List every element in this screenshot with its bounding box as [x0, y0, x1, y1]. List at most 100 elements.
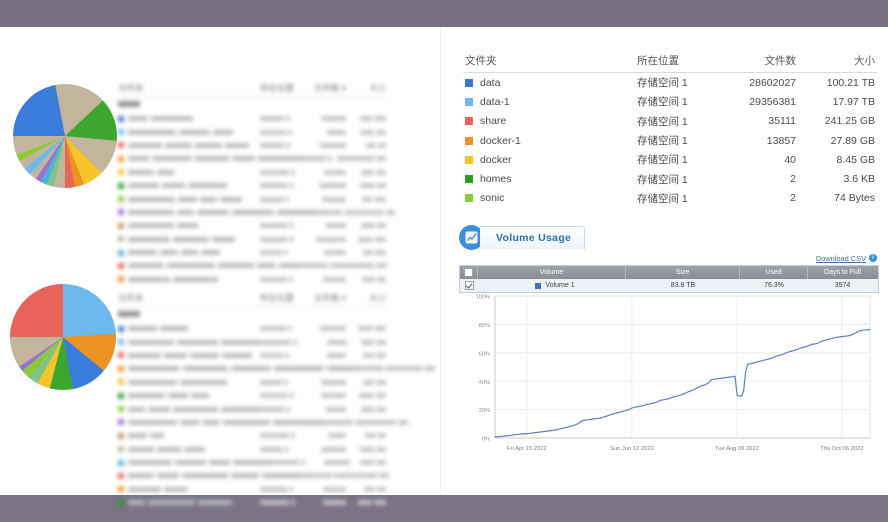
left-redacted-panel: 文件夹 所在位置 文件数 ▾ 大小 文件夹 所在位置 文件数 ▾ 大小: [0, 27, 440, 506]
y-axis-tick-label: 20%: [479, 408, 490, 414]
list-item[interactable]: [118, 335, 386, 348]
y-axis-tick-label: 80%: [479, 323, 490, 329]
folder-name-cell: docker-1: [463, 135, 628, 147]
folder-count-cell: 29356381: [749, 95, 796, 108]
usage-line-series: [494, 329, 871, 438]
list-item[interactable]: [118, 389, 386, 402]
table-row[interactable]: share 存储空间 1 35111 241.25 GB: [463, 112, 877, 131]
folder-location-cell: 存储空间 1: [637, 154, 688, 167]
volume-usage-tab-label: Volume Usage: [496, 232, 572, 244]
blurred-group-label: [118, 98, 386, 112]
list-item[interactable]: [118, 259, 387, 272]
folder-count-cell: 28602027: [749, 76, 796, 89]
list-item[interactable]: [118, 219, 386, 232]
list-item[interactable]: [118, 139, 386, 152]
table-row[interactable]: sonic 存储空间 1 2 74 Bytes: [463, 189, 877, 208]
column-header-days-to-full[interactable]: Days to Full: [824, 269, 861, 276]
info-icon[interactable]: i: [869, 254, 877, 262]
list-item[interactable]: [118, 192, 386, 205]
list-item[interactable]: [118, 456, 386, 469]
row-checkbox[interactable]: [464, 281, 474, 290]
select-all-header-cell[interactable]: [460, 266, 478, 279]
volume-table-row[interactable]: Volume 1 83.8 TB 76.3% 3574: [460, 279, 878, 292]
folder-name-cell: docker: [463, 154, 628, 166]
table-row[interactable]: data-1 存储空间 1 29356381 17.97 TB: [463, 92, 877, 111]
folder-count-cell: 2: [790, 192, 796, 205]
row-select-cell[interactable]: [460, 279, 478, 292]
folder-size-cell: 27.89 GB: [830, 134, 875, 147]
list-item[interactable]: [118, 206, 395, 219]
folder-size-cell: 100.21 TB: [826, 76, 875, 89]
list-item[interactable]: [118, 376, 386, 389]
list-item[interactable]: [118, 112, 386, 125]
volume-usage-tab-strip: Volume Usage: [459, 224, 879, 251]
folder-count-cell: 13857: [766, 134, 796, 147]
folder-color-swatch: [465, 97, 473, 106]
folder-location-cell: 存储空间 1: [637, 77, 688, 90]
y-axis-tick-label: 100%: [476, 295, 490, 301]
blurred-table-header: 文件夹 所在位置 文件数 ▾ 大小: [118, 285, 386, 308]
list-item[interactable]: [118, 166, 386, 179]
x-axis-tick-label: Thu Oct 06 2022: [820, 446, 863, 452]
list-item[interactable]: [118, 322, 386, 335]
folder-color-swatch: [465, 155, 473, 164]
list-item[interactable]: [118, 233, 386, 246]
select-all-checkbox[interactable]: [464, 268, 473, 277]
volume-color-swatch: [535, 282, 542, 289]
list-item[interactable]: [118, 443, 386, 456]
list-item[interactable]: [118, 349, 386, 362]
list-item[interactable]: [118, 483, 386, 496]
table-row[interactable]: homes 存储空间 1 2 3.6 KB: [463, 169, 877, 188]
folder-table: 文件夹 所在位置 文件数 大小 data 存储空间 1 28602027 100.21…: [463, 48, 877, 208]
volume-usage-tab[interactable]: Volume Usage: [480, 226, 586, 249]
folder-count-cell: 35111: [768, 115, 796, 128]
volume-usage-chart: 0% 20% 40% 60% 80% 100% Fri Apr 15 2022 Sun Jun…: [459, 288, 879, 460]
list-item[interactable]: [118, 362, 435, 375]
folder-size-cell: 3.6 KB: [843, 173, 875, 186]
list-item[interactable]: [118, 469, 389, 482]
volume-name-label: Volume 1: [545, 282, 575, 289]
list-item[interactable]: [118, 179, 386, 192]
table-row[interactable]: docker-1 存储空间 1 13857 27.89 GB: [463, 131, 877, 150]
list-item[interactable]: [118, 416, 408, 429]
folder-location-cell: 存储空间 1: [637, 115, 688, 128]
table-row[interactable]: docker 存储空间 1 40 8.45 GB: [463, 150, 877, 169]
pie-chart-bottom: [10, 284, 116, 390]
column-header-folder[interactable]: 文件夹: [465, 54, 497, 67]
folder-color-swatch: [465, 175, 473, 184]
list-item[interactable]: [118, 152, 386, 165]
column-header-location[interactable]: 所在位置: [637, 54, 679, 67]
list-item[interactable]: [118, 273, 386, 286]
table-row[interactable]: data 存储空间 1 28602027 100.21 TB: [463, 73, 877, 92]
list-item[interactable]: [118, 246, 386, 259]
folder-name-label: sonic: [480, 192, 505, 205]
blurred-group-label: [118, 308, 386, 322]
y-axis-tick-label: 0%: [482, 437, 490, 443]
window-top-bar: [0, 0, 888, 27]
column-header-volume[interactable]: Volume: [478, 266, 626, 279]
blurred-table-header: 文件夹 所在位置 文件数 ▾ 大小: [118, 75, 386, 98]
column-header-size[interactable]: 大小: [854, 54, 875, 67]
download-csv-link[interactable]: Download CSV: [815, 253, 866, 263]
panel-divider: [440, 27, 441, 495]
folder-name-label: share: [480, 115, 507, 128]
volume-table-header: Volume Size Used Days to Full: [460, 266, 878, 279]
folder-name-cell: data: [463, 77, 628, 89]
folder-table-header: 文件夹 所在位置 文件数 大小: [463, 48, 877, 73]
list-item[interactable]: [118, 402, 387, 415]
window-bottom-bar: [0, 495, 888, 522]
folder-name-cell: share: [463, 115, 628, 127]
list-item[interactable]: [118, 429, 386, 442]
column-header-volume-size[interactable]: Size: [626, 266, 740, 279]
chart-badge-icon: [459, 225, 484, 250]
folder-location-cell: 存储空间 1: [637, 173, 688, 186]
volume-size-cell: 83.8 TB: [670, 282, 696, 289]
column-header-used[interactable]: Used: [740, 266, 808, 279]
folder-name-label: homes: [480, 173, 512, 186]
list-item[interactable]: [118, 496, 386, 509]
list-item[interactable]: [118, 125, 386, 138]
x-axis-tick-label: Sun Jun 12 2022: [610, 446, 654, 452]
folder-color-swatch: [465, 78, 473, 87]
column-header-file-count[interactable]: 文件数: [764, 54, 797, 67]
